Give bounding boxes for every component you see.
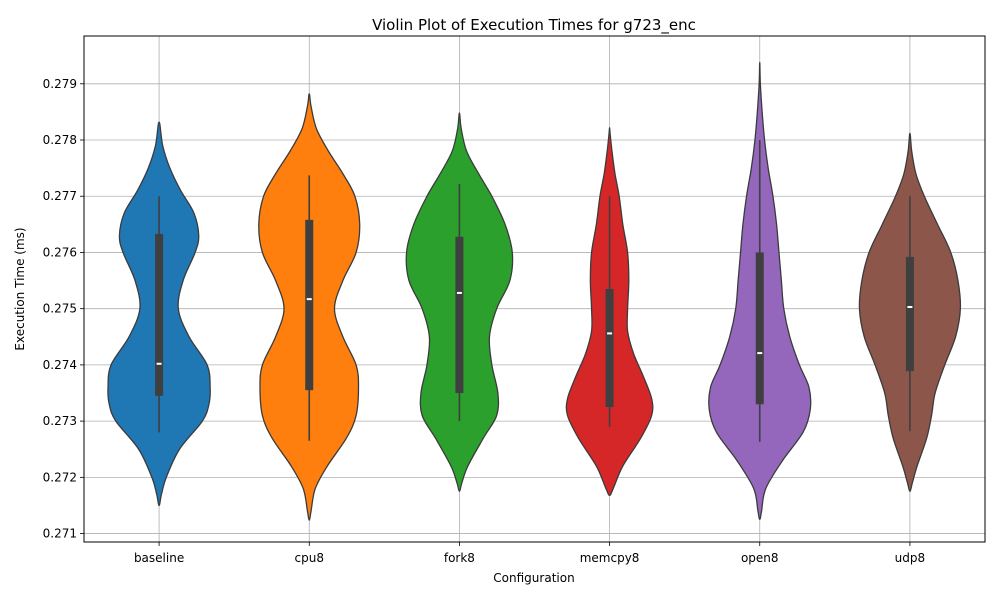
iqr-box-cpu8 <box>305 219 314 391</box>
x-tick-label: open8 <box>741 551 779 565</box>
y-tick-label: 0.277 <box>43 189 77 203</box>
x-tick-label: udp8 <box>895 551 925 565</box>
x-tick-label: memcpy8 <box>580 551 640 565</box>
iqr-box-memcpy8 <box>605 289 614 408</box>
y-axis-ticks: 0.271 0.272 0.273 0.274 0.275 0.276 0.277 0.278… <box>43 77 84 541</box>
iqr-box-open8 <box>755 252 764 405</box>
x-tick-label: cpu8 <box>295 551 324 565</box>
y-tick-label: 0.271 <box>43 527 77 541</box>
plot-frame <box>83 35 986 543</box>
x-tick-label: fork8 <box>444 551 475 565</box>
y-axis-label: Execution Time (ms) <box>13 227 27 350</box>
chart-title: Violin Plot of Execution Times for g723_… <box>372 16 696 35</box>
violins <box>107 61 962 521</box>
grid-lines <box>84 36 985 542</box>
y-tick-label: 0.273 <box>43 414 77 428</box>
box-markers <box>155 140 914 442</box>
y-tick-label: 0.276 <box>43 245 77 259</box>
x-axis-ticks: baseline cpu8 fork8 memcpy8 open8 udp8 <box>134 542 925 565</box>
iqr-box-baseline <box>155 233 164 396</box>
x-tick-label: baseline <box>134 551 184 565</box>
y-tick-label: 0.278 <box>43 133 77 147</box>
iqr-box-fork8 <box>455 236 464 394</box>
iqr-box-udp8 <box>905 256 914 372</box>
y-tick-label: 0.275 <box>43 302 77 316</box>
y-tick-label: 0.279 <box>43 77 77 91</box>
y-tick-label: 0.274 <box>43 358 77 372</box>
x-axis-label: Configuration <box>493 571 574 585</box>
y-tick-label: 0.272 <box>43 470 77 484</box>
